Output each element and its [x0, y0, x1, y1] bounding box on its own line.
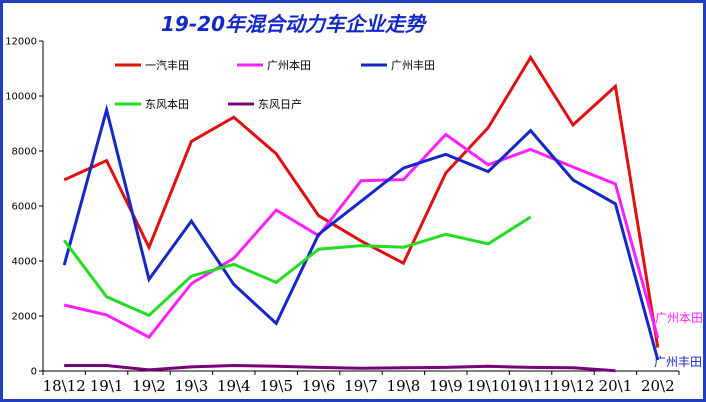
legend-label: 东风本田 — [145, 97, 189, 111]
line-chart: 19-20年混合动力车企业走势 0 2000 4000 6000 8000 10000 12… — [5, 12, 703, 395]
series-line — [64, 363, 616, 373]
legend-label: 广州丰田 — [391, 59, 435, 72]
y-tick-label: 10000 — [5, 92, 37, 103]
x-tick-label: 19\8 — [387, 377, 421, 395]
y-tick-label: 2000 — [12, 312, 37, 323]
x-tick-label: 19\6 — [302, 377, 336, 395]
legend-label: 广州本田 — [267, 58, 311, 72]
legend-label: 东风日产 — [258, 97, 302, 111]
end-label: 广州丰田 — [654, 355, 702, 369]
legend-label: 一汽丰田 — [145, 58, 189, 72]
series-line — [63, 132, 660, 340]
x-tick-label: 19\10 — [467, 377, 510, 395]
x-tick-label: 19\4 — [217, 377, 251, 395]
x-tick-label: 18\12 — [43, 377, 86, 395]
y-tick-label: 8000 — [12, 147, 37, 158]
x-tick-label: 19\9 — [429, 377, 463, 395]
series-layer — [62, 54, 660, 373]
x-tick-label: 20\1 — [599, 377, 633, 395]
x-tick-label: 19\7 — [344, 377, 378, 395]
x-tick-label: 19\3 — [175, 377, 209, 395]
x-tick-label: 19\11 — [509, 377, 552, 395]
x-tick-label: 20\2 — [641, 377, 675, 395]
x-tick-label: 19\2 — [132, 377, 166, 395]
series-line — [63, 54, 660, 348]
x-tick-label: 19\12 — [551, 377, 594, 395]
y-tick-label: 4000 — [12, 257, 37, 268]
chart-title: 19-20年混合动力车企业走势 — [161, 12, 428, 36]
x-tick-label: 19\5 — [259, 377, 293, 395]
end-label: 广州本田 — [655, 311, 703, 325]
x-tick-label: 19\1 — [90, 377, 124, 395]
y-tick-label: 12000 — [5, 37, 37, 48]
series-line — [62, 103, 660, 361]
axes: 0 2000 4000 6000 8000 10000 12000 18\12 19\1 19\2… — [5, 37, 680, 395]
y-tick-label: 6000 — [12, 202, 37, 213]
y-tick-label: 0 — [31, 367, 37, 378]
